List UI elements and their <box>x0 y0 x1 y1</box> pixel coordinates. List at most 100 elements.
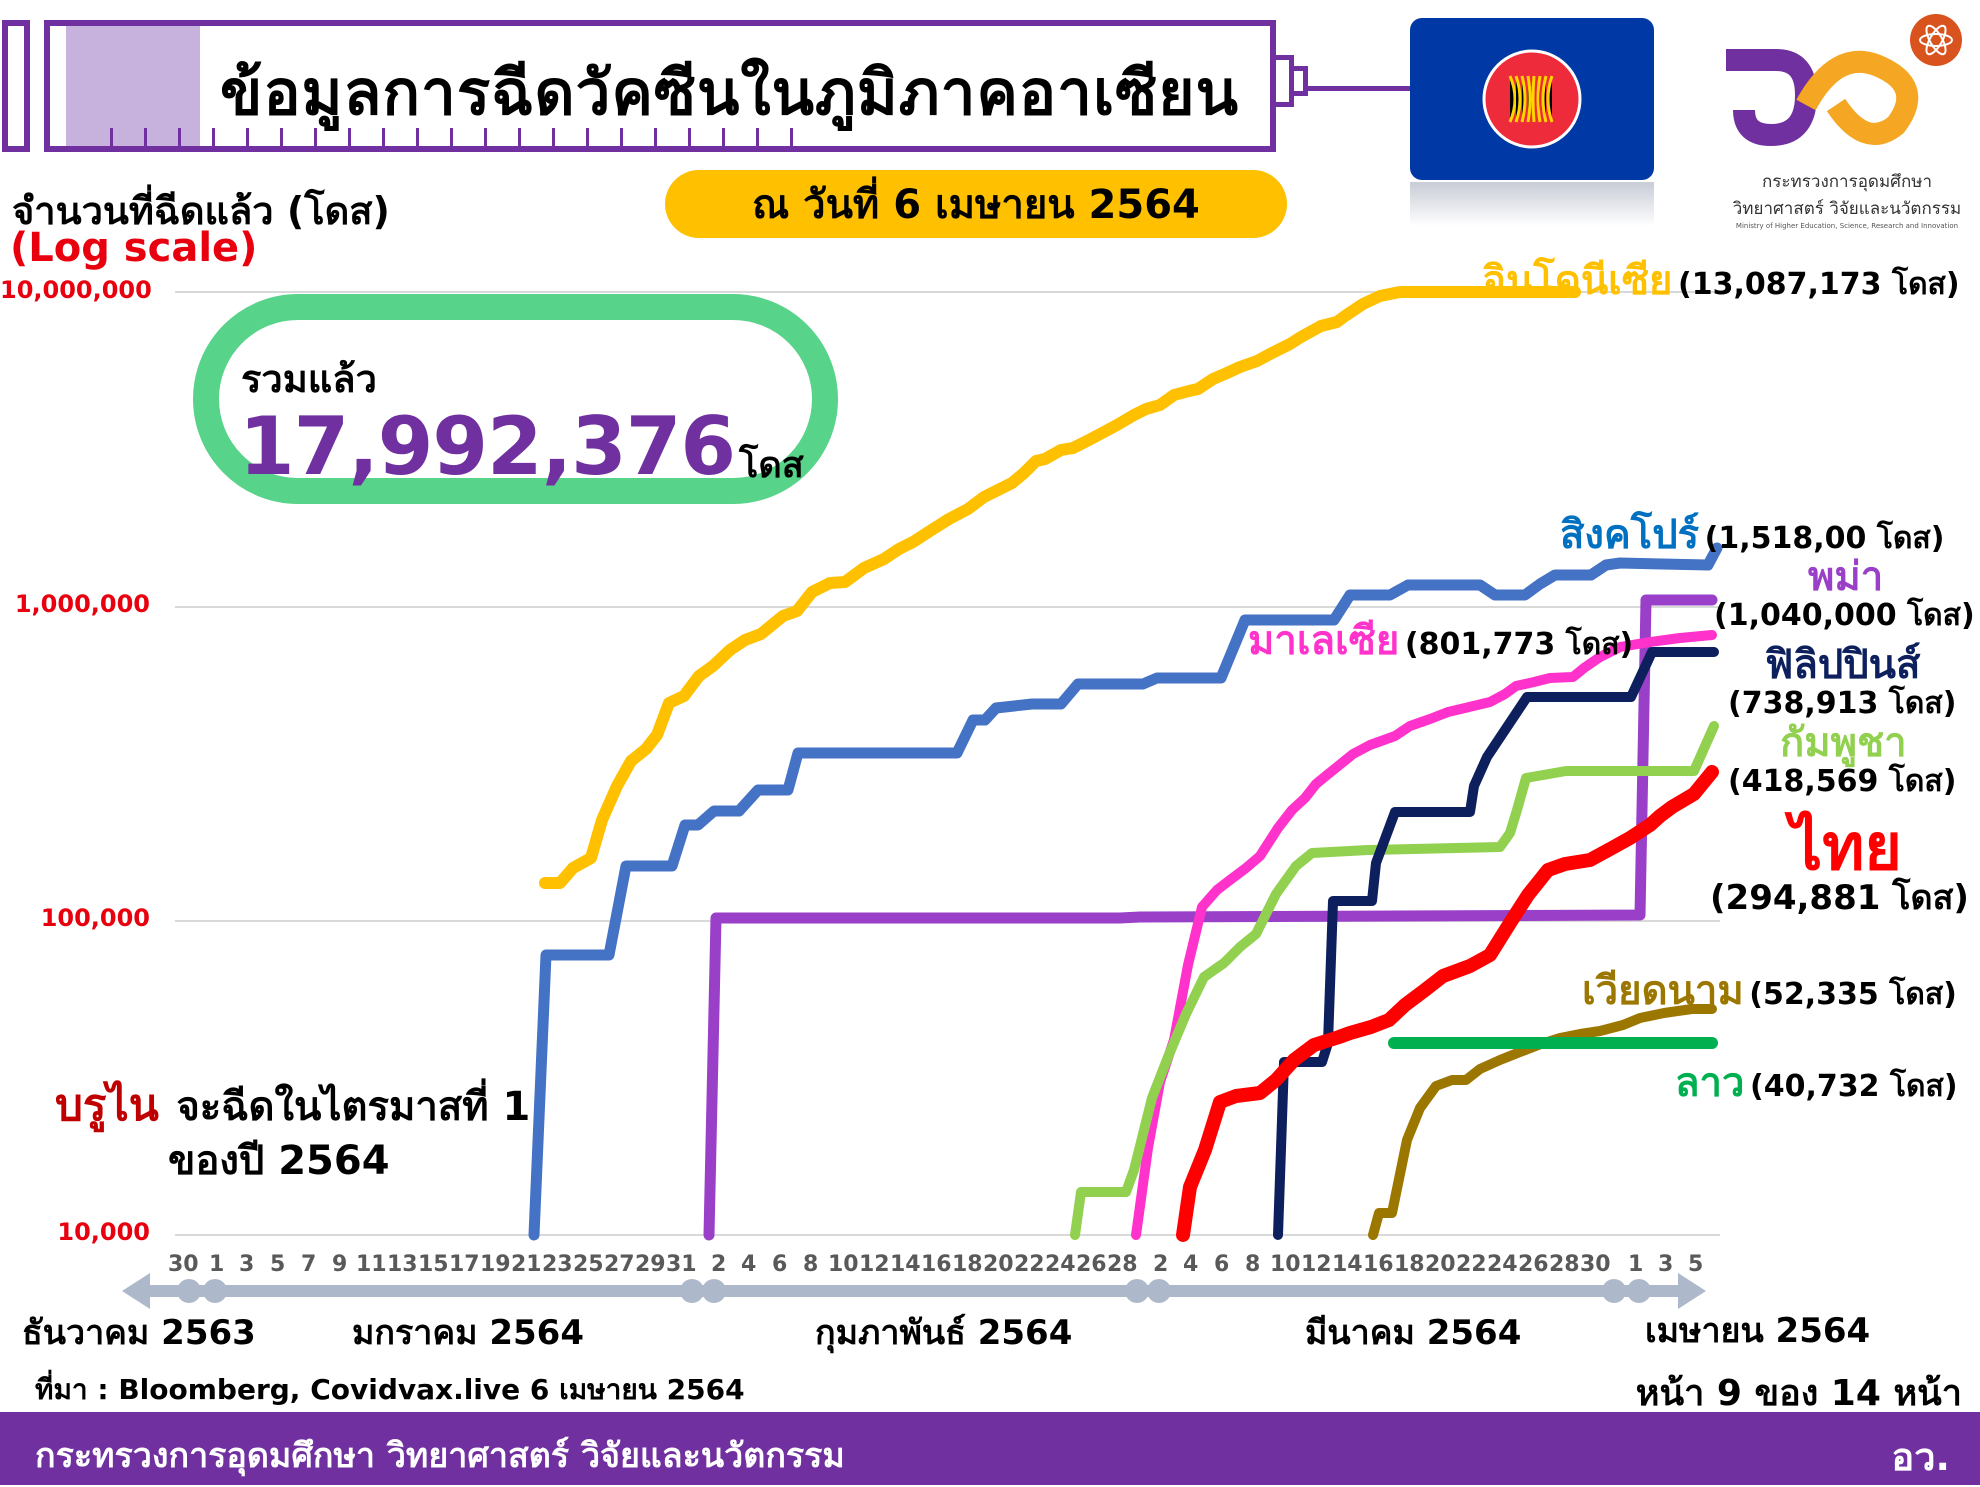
syringe-ticks <box>110 128 810 146</box>
month-label-dec: ธันวาคม 2563 <box>22 1313 256 1353</box>
footer-bar: กระทรวงการอุดมศึกษา วิทยาศาสตร์ วิจัยและ… <box>0 1412 1980 1485</box>
y-tick-10k: 10,000 <box>57 1218 150 1246</box>
x-tick: 10 <box>1270 1252 1301 1277</box>
x-tick: 31 <box>666 1252 697 1277</box>
x-tick: 3 <box>239 1252 255 1277</box>
footer-abbr: อว. <box>1891 1435 1950 1479</box>
ministry-logo-text-th1: กระทรวงการอุดมศึกษา <box>1762 172 1932 192</box>
syringe-plunger-cap <box>2 20 30 152</box>
total-label: รวมแล้ว <box>241 357 377 401</box>
y-axis-scale-note: (Log scale) <box>10 225 258 271</box>
label-myanmar-name: พม่า <box>1808 554 1884 600</box>
series-myanmar <box>703 594 1718 1241</box>
series-cambodia <box>1070 721 1719 1240</box>
asean-flag <box>1410 18 1654 180</box>
x-tick: 20 <box>983 1252 1014 1277</box>
x-tick: 26 <box>1518 1252 1549 1277</box>
label-thailand-name: ไทย <box>1790 811 1902 885</box>
x-tick: 18 <box>952 1252 983 1277</box>
brunei-country: บรูไน <box>55 1080 159 1131</box>
y-tick-1m: 1,000,000 <box>14 590 150 618</box>
x-tick: 20 <box>1425 1252 1456 1277</box>
total-value: 17,992,376 <box>239 400 736 493</box>
country-name: มาเลเซีย <box>1248 618 1400 664</box>
y-axis-title: จำนวนที่ฉีดแล้ว (โดส) <box>12 189 390 233</box>
country-name: เวียดนาม <box>1582 968 1744 1014</box>
y-tick-10m: 10,000,000 <box>0 276 152 304</box>
syringe-fill <box>66 26 200 146</box>
brunei-line1: จะฉีดในไตรมาสที่ 1 <box>176 1084 531 1130</box>
total-unit: โดส <box>739 445 804 486</box>
page-title: ข้อมูลการฉีดวัคซีนในภูมิภาคอาเซียน <box>220 56 1239 129</box>
x-tick: 4 <box>741 1252 757 1277</box>
x-tick: 23 <box>542 1252 573 1277</box>
syringe-barrel: ข้อมูลการฉีดวัคซีนในภูมิภาคอาเซียน <box>44 20 1276 152</box>
x-tick: 16 <box>1363 1252 1394 1277</box>
x-tick: 11 <box>356 1252 387 1277</box>
country-value: (801,773 โดส) <box>1404 627 1634 662</box>
label-philippines-name: ฟิลิปปินส์ <box>1765 642 1921 688</box>
x-tick: 1 <box>209 1252 225 1277</box>
x-tick: 8 <box>1245 1252 1261 1277</box>
label-singapore: สิงคโปร์ (1,518,00 โดส) <box>1560 502 1944 566</box>
country-value: (40,732 โดส) <box>1750 1069 1958 1104</box>
ministry-logo-text-en: Ministry of Higher Education, Science, R… <box>1735 222 1959 230</box>
x-tick: 5 <box>1688 1252 1704 1277</box>
ministry-logo: กระทรวงการอุดมศึกษา วิทยาศาสตร์ วิจัยและ… <box>1716 10 1978 230</box>
x-tick: 30 <box>168 1252 199 1277</box>
label-cambodia-value: (418,569 โดส) <box>1728 764 1957 799</box>
x-tick: 24 <box>1487 1252 1518 1277</box>
x-tick: 27 <box>604 1252 635 1277</box>
series-indonesia <box>539 286 1581 889</box>
series-singapore <box>528 542 1723 1241</box>
x-tick: 17 <box>449 1252 480 1277</box>
x-tick: 8 <box>803 1252 819 1277</box>
asean-emblem-icon <box>1482 49 1582 149</box>
ministry-logo-icon <box>1726 14 1962 147</box>
x-tick: 6 <box>772 1252 788 1277</box>
x-tick: 29 <box>635 1252 666 1277</box>
brunei-note: บรูไน จะฉีดในไตรมาสที่ 1 <box>55 1070 530 1140</box>
country-value: (13,087,173 โดส) <box>1678 267 1960 302</box>
x-tick: 9 <box>332 1252 348 1277</box>
x-tick: 16 <box>921 1252 952 1277</box>
month-label-apr: เมษายน 2564 <box>1645 1311 1871 1351</box>
x-axis-ticks: 30 1 3 5 7 9 11 13 15 17 19 21 23 25 27 … <box>168 1252 1708 1280</box>
x-tick: 10 <box>828 1252 859 1277</box>
date-badge: ณ วันที่ 6 เมษายน 2564 <box>665 170 1287 238</box>
x-tick: 12 <box>1301 1252 1332 1277</box>
brunei-line2: ของปี 2564 <box>168 1138 390 1184</box>
ministry-logo-text-th2: วิทยาศาสตร์ วิจัยและนวัตกรรม <box>1732 199 1962 219</box>
series-vietnam <box>1368 1004 1717 1240</box>
x-axis-timeline <box>122 1273 1706 1309</box>
x-tick: 3 <box>1658 1252 1674 1277</box>
x-tick: 1 <box>1628 1252 1644 1277</box>
source-note: ที่มา : Bloomberg, Covidvax.live 6 เมษาย… <box>35 1373 745 1406</box>
month-label-feb: กุมภาพันธ์ 2564 <box>815 1313 1073 1353</box>
x-tick: 2 <box>1153 1252 1169 1277</box>
month-label-mar: มีนาคม 2564 <box>1305 1313 1522 1353</box>
x-tick: 13 <box>387 1252 418 1277</box>
x-tick: 19 <box>480 1252 511 1277</box>
syringe-hub <box>1276 55 1294 107</box>
syringe-tip <box>1294 66 1308 96</box>
x-tick: 15 <box>418 1252 449 1277</box>
country-name: อินโดนีเซีย <box>1482 258 1673 304</box>
footer-ministry: กระทรวงการอุดมศึกษา วิทยาศาสตร์ วิจัยและ… <box>35 1436 845 1476</box>
x-tick: 18 <box>1394 1252 1425 1277</box>
country-value: (1,518,00 โดส) <box>1704 521 1945 556</box>
x-tick: 7 <box>301 1252 317 1277</box>
x-tick: 25 <box>573 1252 604 1277</box>
x-tick: 14 <box>1332 1252 1363 1277</box>
x-tick: 14 <box>890 1252 921 1277</box>
country-value: (52,335 โดส) <box>1749 977 1957 1012</box>
label-laos: ลาว (40,732 โดส) <box>1675 1050 1958 1114</box>
x-tick: 2 <box>711 1252 727 1277</box>
x-tick: 22 <box>1014 1252 1045 1277</box>
x-tick: 28 <box>1107 1252 1138 1277</box>
x-tick: 30 <box>1580 1252 1611 1277</box>
x-tick: 21 <box>511 1252 542 1277</box>
y-tick-100k: 100,000 <box>40 904 150 932</box>
total-doses-box: รวมแล้ว 17,992,376 โดส <box>193 294 838 504</box>
